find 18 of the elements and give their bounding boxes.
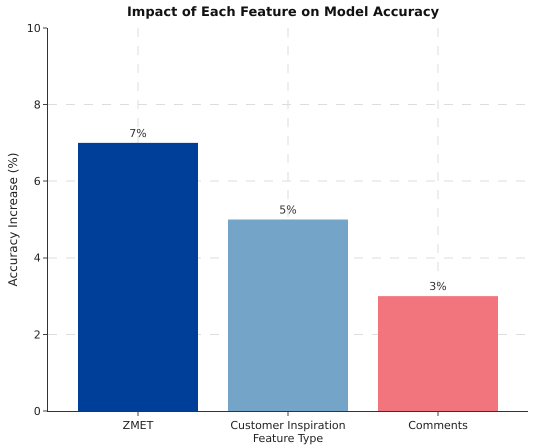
y-tick-label: 4 <box>34 252 41 265</box>
y-tick-label: 8 <box>34 98 41 112</box>
y-tick-label: 6 <box>34 175 41 188</box>
x-tick-label: ZMET <box>122 419 154 432</box>
x-axis-title: Feature Type <box>252 432 324 445</box>
data-label: 5% <box>279 204 297 216</box>
y-axis-title: Accuracy Increase (%) <box>6 152 20 286</box>
y-tick-label: 0 <box>34 404 41 418</box>
y-tick-label: 2 <box>34 328 41 342</box>
x-tick-label: Customer Inspiration <box>230 419 346 432</box>
data-label: 7% <box>129 126 147 140</box>
y-tick-label: 10 <box>26 22 41 35</box>
bar <box>378 296 498 411</box>
bar <box>78 142 198 411</box>
x-tick-label: Comments <box>408 419 468 432</box>
data-label: 3% <box>429 280 447 294</box>
bar <box>228 220 348 411</box>
chart-title: Impact of Each Feature on Model Accuracy <box>126 4 440 20</box>
